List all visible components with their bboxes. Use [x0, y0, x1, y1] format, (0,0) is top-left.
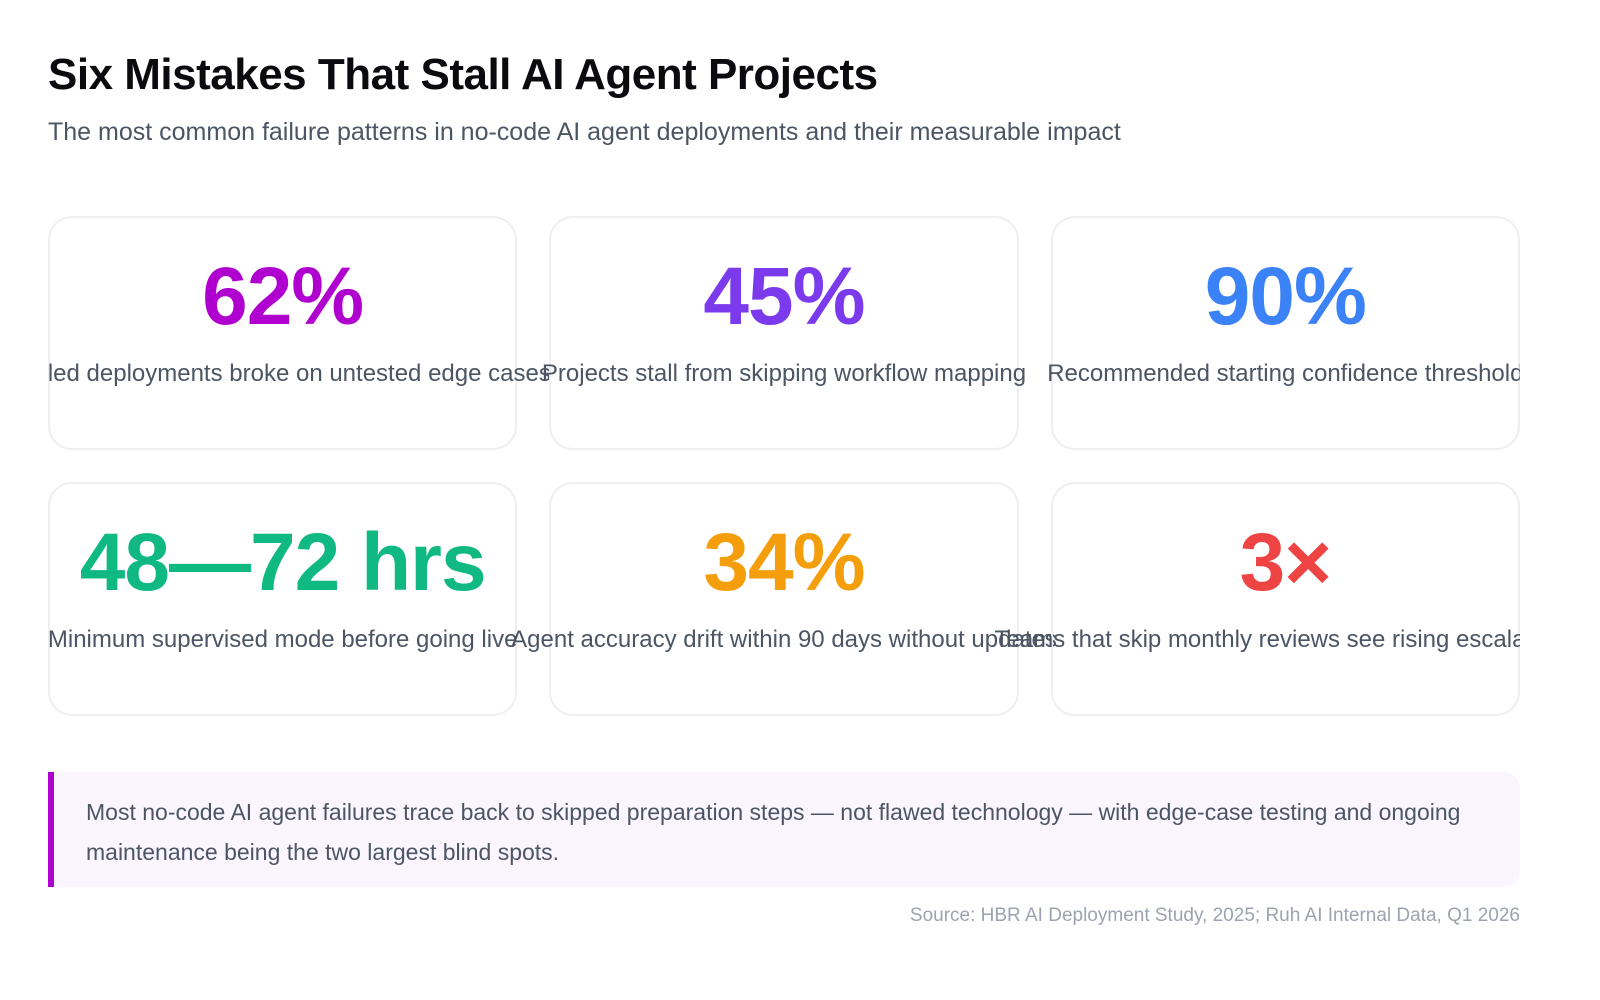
stat-value: 48—72 hrs — [79, 517, 487, 608]
stat-value: 34% — [703, 517, 865, 608]
stat-card: 90% Recommended starting confidence thre… — [1047, 216, 1520, 450]
stat-card: 3× Teams that skip monthly reviews see r… — [995, 482, 1520, 716]
stat-value: 62% — [202, 251, 364, 342]
stat-label: Teams that skip monthly reviews see risi… — [994, 626, 1520, 653]
stat-card-grid: 62% Failed deployments broke on untested… — [48, 216, 1520, 718]
stat-label: Minimum supervised mode before going liv… — [48, 626, 518, 653]
stat-label: Projects stall from skipping workflow ma… — [541, 360, 1027, 387]
stat-value: 90% — [1204, 251, 1367, 342]
summary-callout: Most no-code AI agent failures trace bac… — [48, 772, 1520, 887]
stat-value: 3× — [1239, 517, 1333, 608]
page-subtitle: The most common failure patterns in no-c… — [48, 118, 1121, 146]
source-note: Source: HBR AI Deployment Study, 2025; R… — [909, 905, 1520, 926]
stat-label: Agent accuracy drift within 90 days with… — [511, 626, 1057, 653]
page-title: Six Mistakes That Stall AI Agent Project… — [48, 50, 878, 99]
stat-card: 62% Failed deployments broke on untested… — [48, 216, 551, 450]
stat-card: 45% Projects stall from skipping workflo… — [542, 216, 1026, 450]
stat-value: 45% — [703, 251, 865, 342]
stat-label: Failed deployments broke on untested edg… — [48, 360, 551, 387]
stat-label: Recommended starting confidence threshol… — [1047, 360, 1520, 387]
stat-card: 34% Agent accuracy drift within 90 days … — [511, 482, 1057, 716]
stat-card: 48—72 hrs Minimum supervised mode before… — [48, 482, 517, 716]
